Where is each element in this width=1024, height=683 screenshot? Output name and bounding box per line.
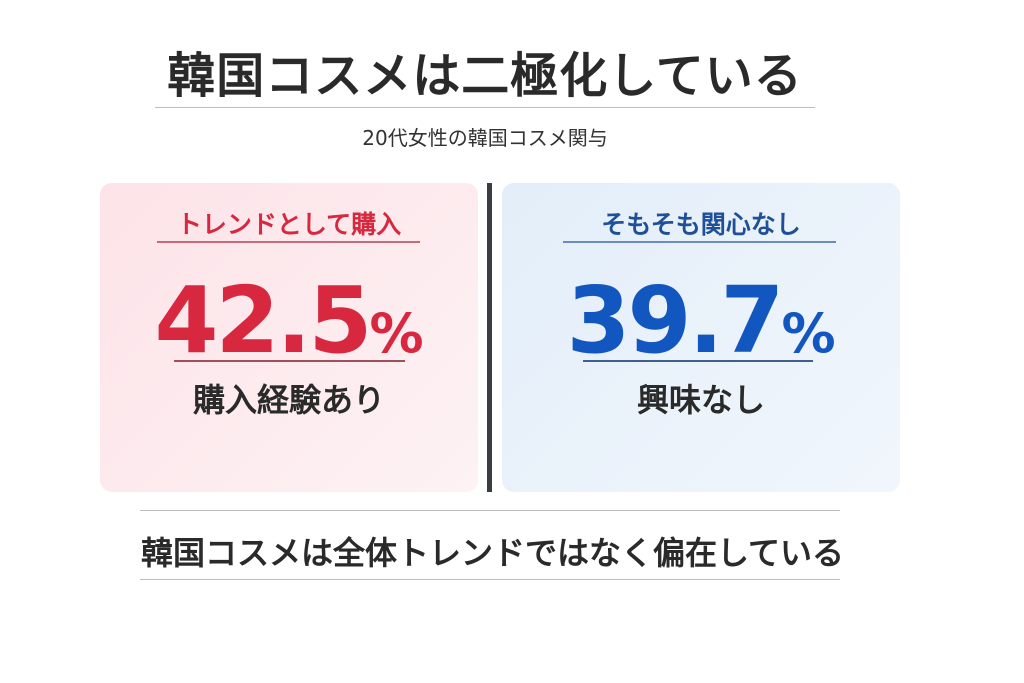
page-title: 韓国コスメは二極化している <box>167 48 803 104</box>
stat-card-no-interest: そもそも関心なし 39.7% 興味なし <box>502 183 900 492</box>
stat-value: 39.7% <box>502 271 900 384</box>
conclusion-top-divider <box>140 510 840 511</box>
stat-number: 42.5 <box>154 267 372 374</box>
heading-underline <box>157 241 420 243</box>
conclusion-text: 韓国コスメは全体トレンドではなく偏在している <box>140 534 845 572</box>
subtitle: 20代女性の韓国コスメ関与 <box>362 126 608 150</box>
heading-underline <box>563 241 836 243</box>
card-heading: トレンドとして購入 <box>176 210 402 239</box>
stat-label: 購入経験あり <box>192 381 385 419</box>
stat-number: 39.7 <box>566 267 784 374</box>
stat-unit: % <box>781 302 836 365</box>
value-underline <box>174 360 405 362</box>
stat-card-purchase: トレンドとして購入 42.5% 購入経験あり <box>100 183 478 492</box>
card-heading: そもそも関心なし <box>601 210 801 239</box>
card-divider <box>487 183 492 492</box>
stat-label: 興味なし <box>636 381 765 419</box>
value-underline <box>583 360 813 362</box>
stat-value: 42.5% <box>100 271 478 384</box>
conclusion-bottom-divider <box>140 579 840 580</box>
title-divider <box>155 107 815 108</box>
stat-unit: % <box>369 302 424 365</box>
